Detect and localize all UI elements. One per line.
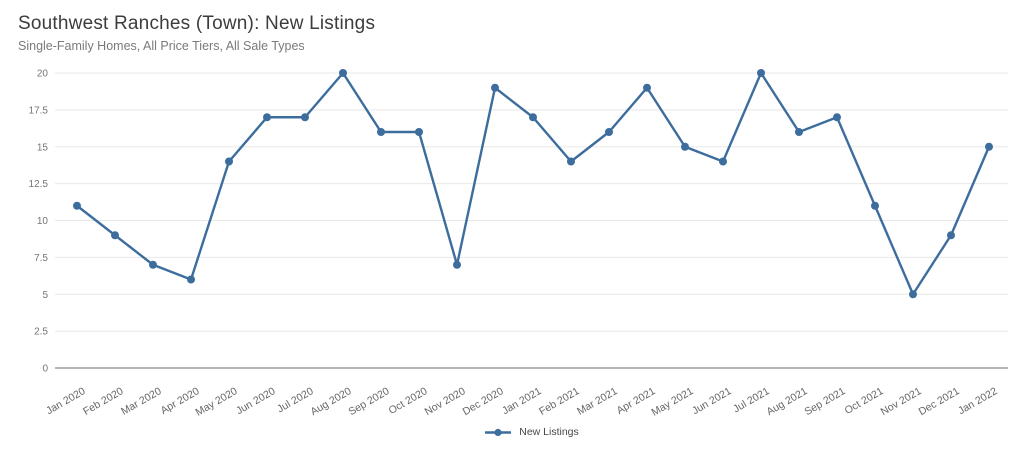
x-tick-label: Feb 2021: [537, 385, 582, 418]
data-point[interactable]: [529, 113, 537, 122]
x-tick-label: Nov 2020: [423, 385, 468, 418]
data-point[interactable]: [605, 128, 613, 136]
data-point[interactable]: [187, 275, 195, 284]
data-point[interactable]: [73, 201, 81, 210]
y-tick-label: 10: [37, 216, 49, 227]
data-point[interactable]: [643, 83, 651, 92]
legend-label: New Listings: [519, 426, 579, 438]
chart-subtitle: Single-Family Homes, All Price Tiers, Al…: [18, 39, 305, 53]
x-tick-label: Oct 2021: [843, 385, 886, 417]
x-tick-label: Jun 2020: [234, 385, 278, 417]
chart-title: Southwest Ranches (Town): New Listings: [18, 13, 376, 34]
data-point[interactable]: [415, 128, 423, 136]
x-tick-label: Jun 2021: [690, 385, 734, 417]
y-tick-label: 0: [42, 364, 48, 375]
data-point[interactable]: [909, 290, 917, 299]
data-point[interactable]: [301, 113, 309, 122]
x-tick-label: Feb 2020: [81, 385, 126, 418]
data-point[interactable]: [947, 231, 955, 240]
data-point[interactable]: [453, 260, 461, 269]
data-point[interactable]: [491, 83, 499, 92]
data-point[interactable]: [377, 128, 385, 136]
data-point[interactable]: [795, 128, 803, 136]
x-tick-label: Jan 2022: [956, 385, 1000, 417]
y-tick-label: 7.5: [34, 253, 48, 264]
x-tick-label: May 2020: [194, 385, 240, 419]
data-point[interactable]: [681, 142, 689, 151]
data-point[interactable]: [263, 113, 271, 122]
y-tick-label: 5: [42, 290, 48, 301]
data-point[interactable]: [225, 157, 233, 166]
x-tick-label: Jan 2020: [44, 385, 88, 417]
y-tick-label: 20: [37, 69, 49, 80]
x-tick-label: Jan 2021: [500, 385, 544, 417]
y-tick-label: 15: [37, 142, 49, 153]
legend: New Listings: [55, 421, 1008, 443]
y-tick-label: 2.5: [34, 327, 48, 338]
x-tick-label: Sep 2020: [347, 385, 392, 418]
x-tick-label: Aug 2021: [765, 385, 810, 418]
x-tick-label: May 2021: [650, 385, 696, 419]
data-point[interactable]: [149, 260, 157, 269]
data-point[interactable]: [757, 69, 765, 77]
data-point[interactable]: [719, 157, 727, 166]
data-point[interactable]: [833, 113, 841, 122]
x-tick-label: Dec 2021: [917, 385, 962, 418]
x-tick-label: Sep 2021: [803, 385, 848, 418]
x-tick-label: Aug 2020: [309, 385, 354, 418]
legend-line-marker-icon: [485, 428, 512, 436]
x-tick-label: Nov 2021: [879, 385, 924, 418]
data-point[interactable]: [871, 201, 879, 210]
x-tick-label: Dec 2020: [461, 385, 506, 418]
legend-item-new-listings[interactable]: New Listings: [484, 426, 579, 438]
y-tick-label: 12.5: [29, 179, 49, 190]
data-point[interactable]: [111, 231, 119, 240]
x-tick-label: Mar 2020: [119, 385, 164, 418]
x-tick-label: Mar 2021: [575, 385, 620, 418]
y-tick-label: 17.5: [29, 105, 49, 116]
data-point[interactable]: [339, 69, 347, 77]
chart-header: Southwest Ranches (Town): New Listings S…: [18, 13, 375, 53]
data-point[interactable]: [985, 142, 993, 151]
data-point[interactable]: [567, 157, 575, 166]
x-tick-label: Oct 2020: [387, 385, 430, 417]
